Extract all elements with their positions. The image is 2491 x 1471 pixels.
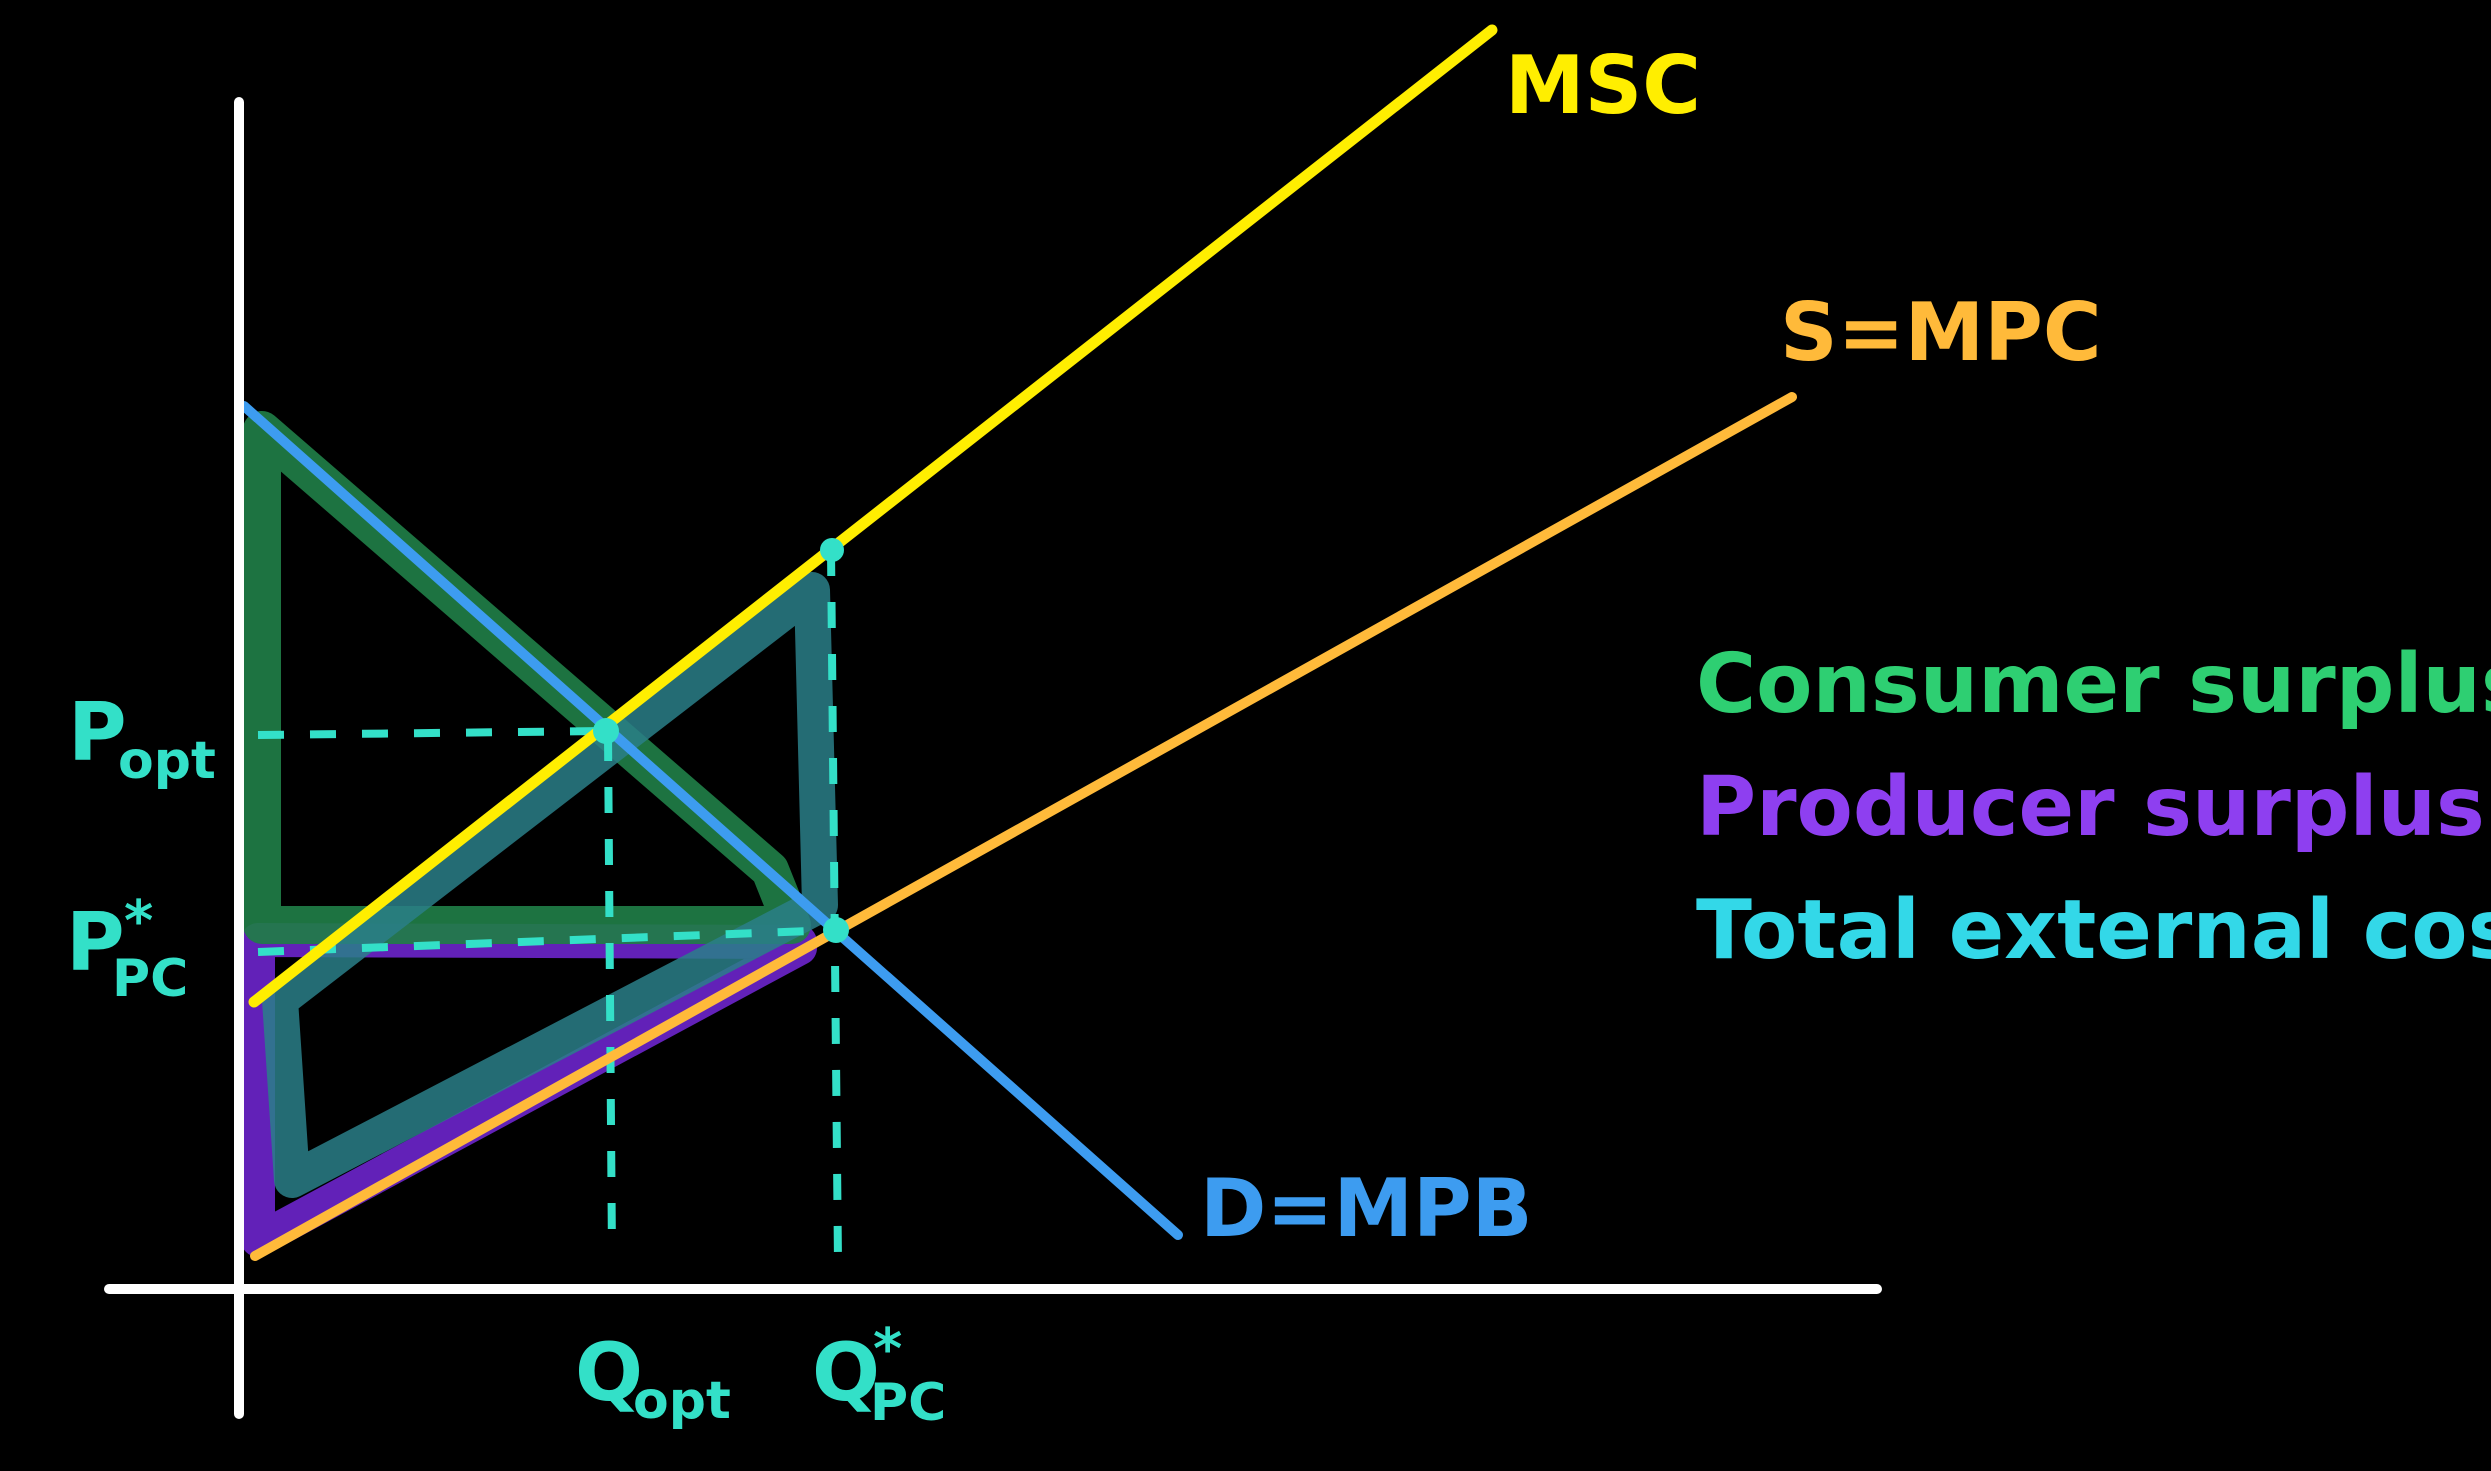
optimal-point (593, 718, 619, 744)
external-cost-region (262, 572, 838, 1198)
q-opt-label: Q opt (575, 1326, 731, 1431)
q-pc-label: Q * PC (812, 1317, 946, 1433)
curves (239, 24, 1797, 1261)
q-pc-main: Q (812, 1326, 880, 1419)
points (593, 538, 849, 943)
msc-at-qpc-point (820, 538, 844, 562)
demand-label: D=MPB (1200, 1162, 1533, 1255)
q-opt-main: Q (575, 1326, 643, 1419)
p-opt-label: P opt (68, 686, 216, 791)
supply-curve (250, 392, 1797, 1261)
axes (104, 97, 1882, 1419)
p-opt-main: P (68, 686, 127, 779)
p-pc-guide (257, 926, 837, 956)
legend-consumer-surplus: Consumer surplus (1696, 637, 2491, 732)
msc-curve (248, 24, 1498, 1008)
supply-label: S=MPC (1780, 286, 2102, 379)
q-pc-sub: PC (870, 1373, 946, 1433)
q-opt-guide (604, 734, 616, 1256)
q-pc-guide (827, 549, 842, 1263)
p-opt-sub: opt (118, 731, 216, 791)
p-opt-guide (257, 727, 607, 739)
p-pc-sub: PC (112, 949, 188, 1009)
legend: Consumer surplus Producer surplus Total … (1696, 637, 2491, 978)
p-pc-label: P * PC (66, 889, 188, 1009)
p-pc-main: P (66, 896, 125, 989)
legend-producer-surplus: Producer surplus (1696, 760, 2485, 855)
msc-label: MSC (1505, 39, 1701, 132)
demand-curve (239, 401, 1183, 1240)
market-point (823, 917, 849, 943)
p-pc-star: * (124, 889, 153, 954)
q-opt-sub: opt (633, 1371, 731, 1431)
legend-external-cost: Total external cost (1696, 883, 2491, 978)
q-pc-star: * (873, 1317, 902, 1382)
guide-lines (257, 549, 842, 1263)
